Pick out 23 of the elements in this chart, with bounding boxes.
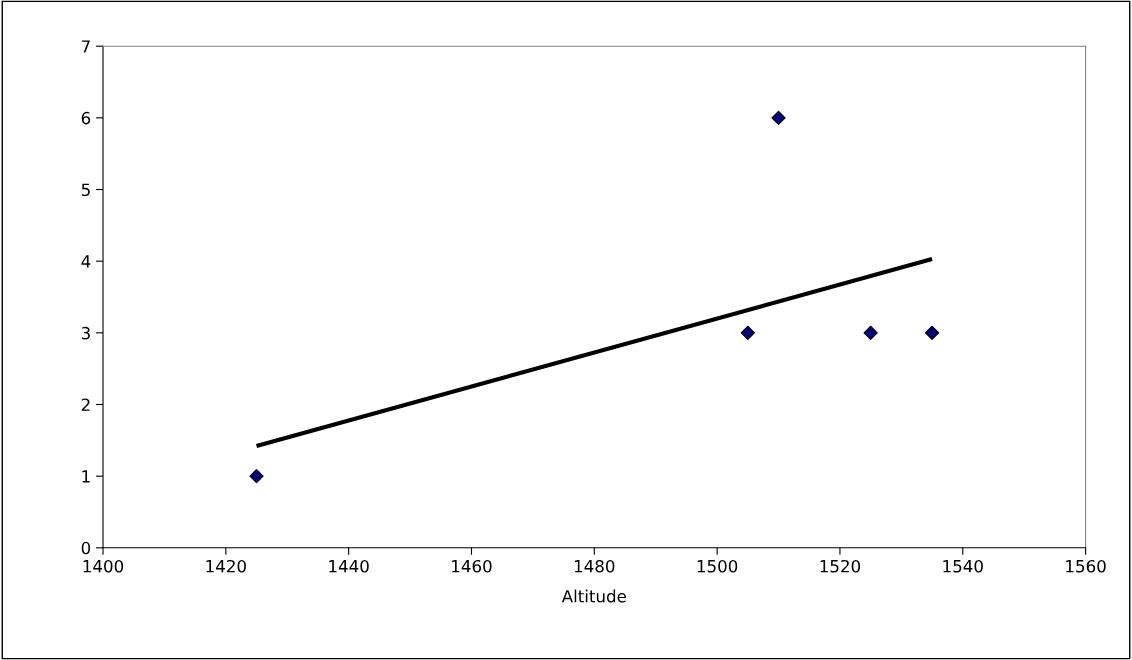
x-tick-label: 1540 xyxy=(943,559,983,573)
x-tick-label: 1440 xyxy=(329,559,369,573)
point xyxy=(924,325,940,340)
y-tick-label: 4 xyxy=(81,255,91,268)
x-tick-label: 1420 xyxy=(206,559,246,573)
y-tick-label: 5 xyxy=(81,183,90,197)
point xyxy=(249,468,264,484)
y-tick-label: 1 xyxy=(82,470,90,483)
x-tick-label: 1400 xyxy=(83,559,124,573)
x-tick-label: 1460 xyxy=(452,559,492,573)
y-tick-label: 0 xyxy=(81,541,91,555)
x-axis-title: Altitude xyxy=(561,589,626,603)
point xyxy=(771,110,786,126)
y-tick-label: 7 xyxy=(81,40,90,53)
x-tick-label: 1560 xyxy=(1066,559,1106,573)
x-tick-label: 1500 xyxy=(697,559,738,573)
y-tick-label: 3 xyxy=(81,326,90,340)
x-tick-label: 1520 xyxy=(820,559,861,573)
y-tick-label: 2 xyxy=(81,398,90,411)
x-tick-label: 1480 xyxy=(574,559,615,573)
y-tick-label: 6 xyxy=(81,111,91,125)
point xyxy=(863,325,878,340)
point xyxy=(740,325,755,340)
